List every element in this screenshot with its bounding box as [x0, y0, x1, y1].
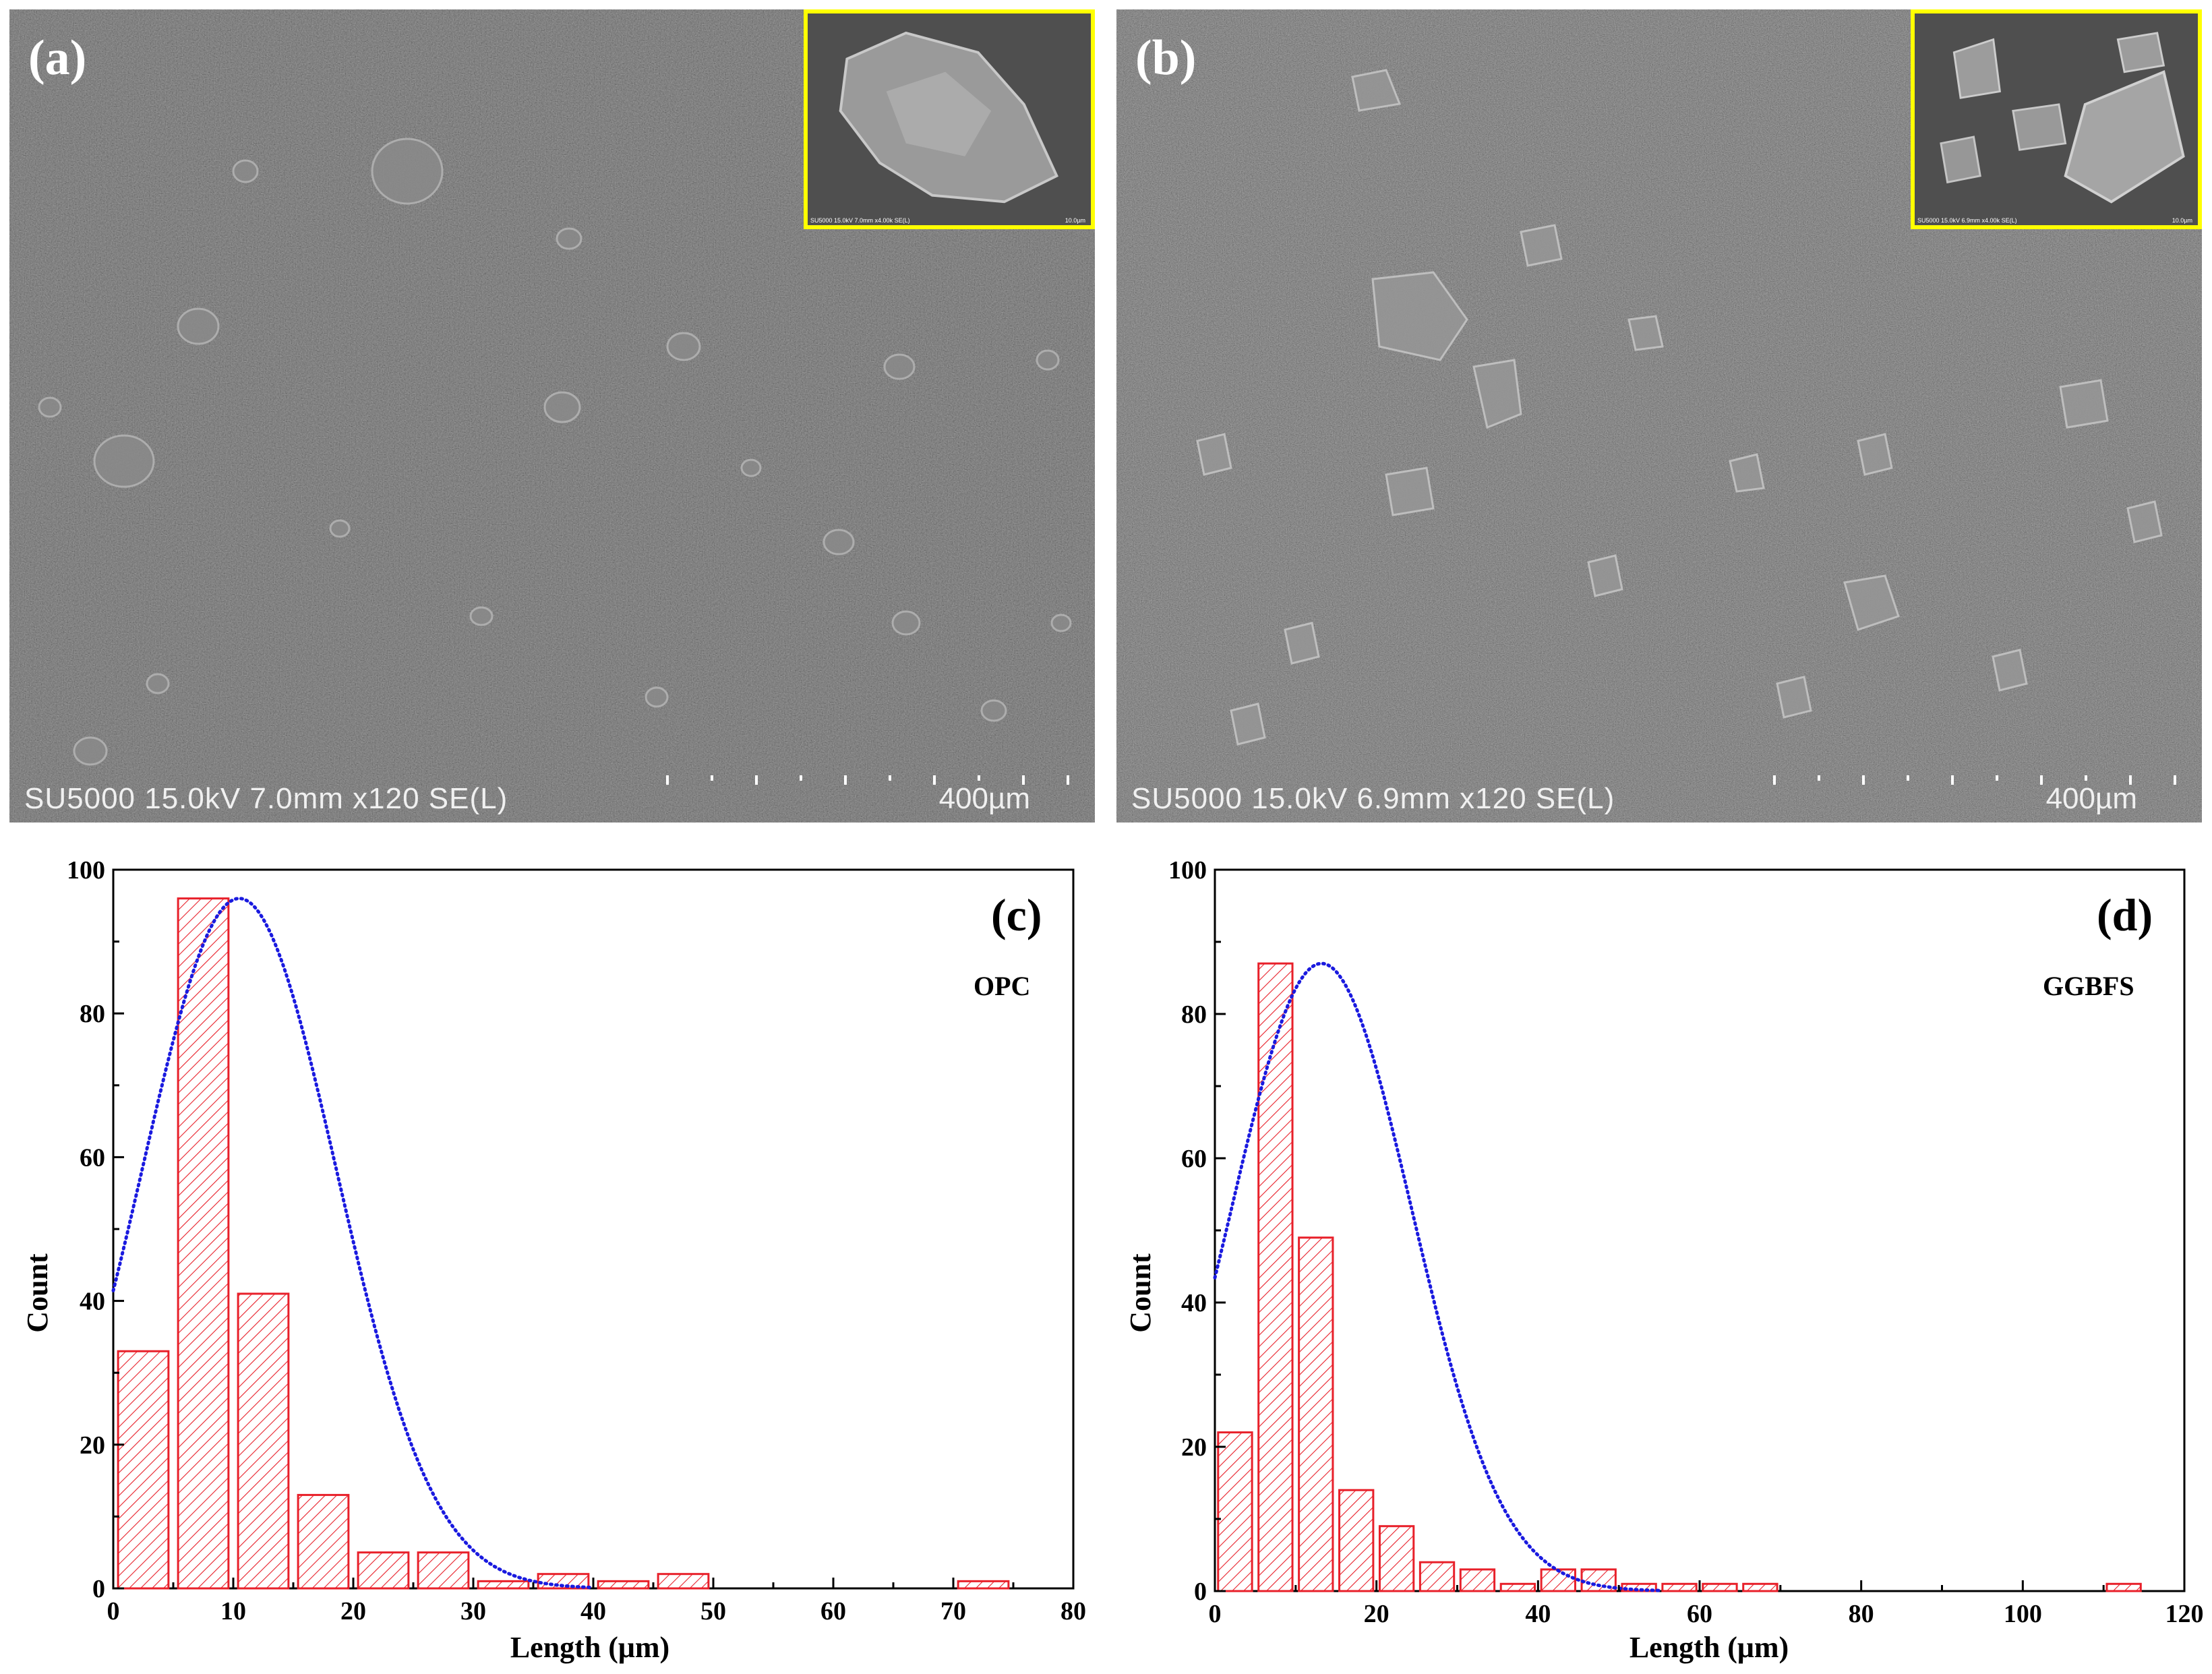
- x-tick-label-d-0: 0: [1209, 1600, 1222, 1628]
- bar-c-9: [657, 1573, 710, 1590]
- fit-curve-c: [111, 897, 595, 1590]
- bar-c-3: [297, 1493, 350, 1590]
- y-tick-label-d-80: 80: [1181, 1000, 1207, 1029]
- scale-bar-b: [1773, 775, 2176, 785]
- inset-scale-b: 10.0µm: [2172, 217, 2192, 224]
- x-tick-label-c-30: 30: [460, 1597, 486, 1625]
- bar-d-4: [1378, 1525, 1415, 1592]
- fit-curve-d: [1213, 961, 1661, 1592]
- sem-scale-a: 400µm: [938, 782, 1030, 815]
- inset-image-b: SU5000 15.0kV 6.9mm x4.00k SE(L) 10.0µm: [1911, 9, 2202, 229]
- bar-d-8: [1540, 1568, 1576, 1592]
- fit-line-d: [1213, 961, 1661, 1592]
- y-tick-label-c-20: 20: [80, 1431, 105, 1460]
- x-tick-label-c-60: 60: [820, 1597, 846, 1625]
- x-tick-label-d-20: 20: [1364, 1600, 1389, 1628]
- sample-label-opc: OPC: [974, 971, 1030, 1001]
- bar-c-8: [597, 1580, 650, 1590]
- axes-box-d: [1214, 868, 2186, 1592]
- x-tick-label-d-120: 120: [2165, 1600, 2204, 1628]
- panel-letter-a: (a): [28, 30, 87, 86]
- bar-d-2: [1298, 1236, 1334, 1592]
- histogram-c: 0 10 20 30 40 50 60 70 80 0 20 40 60 80 100 (c) OPC Le…: [0, 836, 1106, 1671]
- ticks-c: 0 10 20 30 40 50 60 70 80 0 20 40 60 80 100: [67, 856, 1086, 1625]
- bar-d-0: [1217, 1431, 1253, 1592]
- y-tick-label-d-40: 40: [1181, 1289, 1207, 1317]
- y-tick-label-c-60: 60: [80, 1143, 105, 1172]
- x-tick-label-c-40: 40: [580, 1597, 606, 1625]
- y-tick-label-c-40: 40: [80, 1288, 105, 1316]
- bar-d-5: [1418, 1561, 1456, 1592]
- x-tick-label-c-80: 80: [1060, 1597, 1086, 1625]
- y-axis-title-c: Count: [21, 1253, 54, 1333]
- sem-image-b: (b) SU5000 15.0kV 6.9mm x4.00k SE(L) 10.…: [1116, 9, 2202, 823]
- bars-d: [1217, 962, 2142, 1592]
- y-tick-label-d-100: 100: [1168, 856, 1207, 885]
- x-tick-label-c-50: 50: [700, 1597, 726, 1625]
- histogram-d: 0 20 40 60 80 100 120 0 20 40 60 80 100 (d) GGBFS Le…: [1106, 836, 2212, 1671]
- bar-c-1: [177, 897, 230, 1590]
- y-axis-title-d: Count: [1124, 1253, 1157, 1333]
- plot-frame-d: [1214, 868, 2186, 1592]
- panel-letter-c: (c): [991, 889, 1042, 940]
- x-tick-label-c-0: 0: [107, 1597, 120, 1625]
- inset-info-b: SU5000 15.0kV 6.9mm x4.00k SE(L): [1917, 217, 2017, 224]
- sample-label-ggbfs: GGBFS: [2043, 971, 2134, 1001]
- inset-scale-a: 10.0µm: [1065, 217, 1085, 224]
- inset-particle-a: [808, 13, 1091, 225]
- bar-c-5: [417, 1551, 470, 1590]
- x-tick-label-d-60: 60: [1687, 1600, 1712, 1628]
- inset-particles-b: [1915, 13, 2198, 225]
- sem-image-a: (a) SU5000 15.0kV 7.0mm x4.00k SE(L) 10.…: [9, 9, 1095, 823]
- bars-c: [117, 897, 1010, 1590]
- y-tick-label-d-20: 20: [1181, 1433, 1207, 1462]
- sem-scale-b: 400µm: [2045, 782, 2137, 815]
- y-tick-label-d-60: 60: [1181, 1145, 1207, 1173]
- bar-c-10: [957, 1580, 1010, 1590]
- bar-d-6: [1459, 1568, 1496, 1592]
- x-tick-label-d-40: 40: [1525, 1600, 1551, 1628]
- y-tick-label-c-80: 80: [80, 1000, 105, 1028]
- x-axis-title-d: Length (μm): [1630, 1631, 1789, 1664]
- x-tick-label-c-20: 20: [340, 1597, 366, 1625]
- fit-line-c: [111, 897, 595, 1590]
- bar-c-2: [237, 1292, 290, 1590]
- bar-d-11: [1661, 1582, 1698, 1592]
- histogram-c-svg: 0 10 20 30 40 50 60 70 80 0 20 40 60 80 100 (c) OPC Le…: [21, 856, 1086, 1664]
- bar-d-13: [1742, 1582, 1778, 1592]
- bar-c-6: [477, 1580, 530, 1590]
- y-tick-label-c-0: 0: [92, 1575, 105, 1603]
- y-tick-label-c-100: 100: [67, 856, 105, 885]
- y-tick-label-d-0: 0: [1194, 1578, 1207, 1606]
- x-tick-label-d-80: 80: [1849, 1600, 1874, 1628]
- bar-d-3: [1338, 1489, 1375, 1592]
- bar-d-7: [1499, 1582, 1536, 1592]
- histogram-d-svg: 0 20 40 60 80 100 120 0 20 40 60 80 100 (d) GGBFS Le…: [1124, 856, 2204, 1664]
- bar-c-0: [117, 1350, 170, 1590]
- inset-image-a: SU5000 15.0kV 7.0mm x4.00k SE(L) 10.0µm: [804, 9, 1095, 229]
- panel-letter-b: (b): [1135, 30, 1197, 86]
- bar-d-1: [1257, 962, 1294, 1592]
- inset-info-a: SU5000 15.0kV 7.0mm x4.00k SE(L): [810, 217, 910, 224]
- bar-d-12: [1702, 1582, 1738, 1592]
- x-tick-label-d-100: 100: [2004, 1600, 2042, 1628]
- sem-info-a: SU5000 15.0kV 7.0mm x120 SE(L): [24, 782, 508, 815]
- bar-d-14: [2105, 1582, 2142, 1592]
- bar-c-4: [357, 1551, 410, 1590]
- panel-letter-d: (d): [2097, 889, 2153, 940]
- sem-info-b: SU5000 15.0kV 6.9mm x120 SE(L): [1131, 782, 1615, 815]
- x-tick-label-c-10: 10: [220, 1597, 246, 1625]
- x-tick-label-c-70: 70: [940, 1597, 966, 1625]
- x-axis-title-c: Length (μm): [510, 1631, 669, 1664]
- scale-bar-a: [666, 775, 1069, 785]
- ticks-d: 0 20 40 60 80 100 120 0 20 40 60 80 100: [1168, 856, 2204, 1628]
